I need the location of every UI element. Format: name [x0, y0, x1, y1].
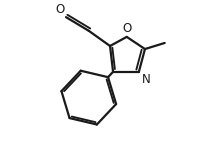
Text: O: O — [122, 22, 131, 35]
Text: O: O — [55, 3, 64, 16]
Text: N: N — [142, 73, 151, 86]
